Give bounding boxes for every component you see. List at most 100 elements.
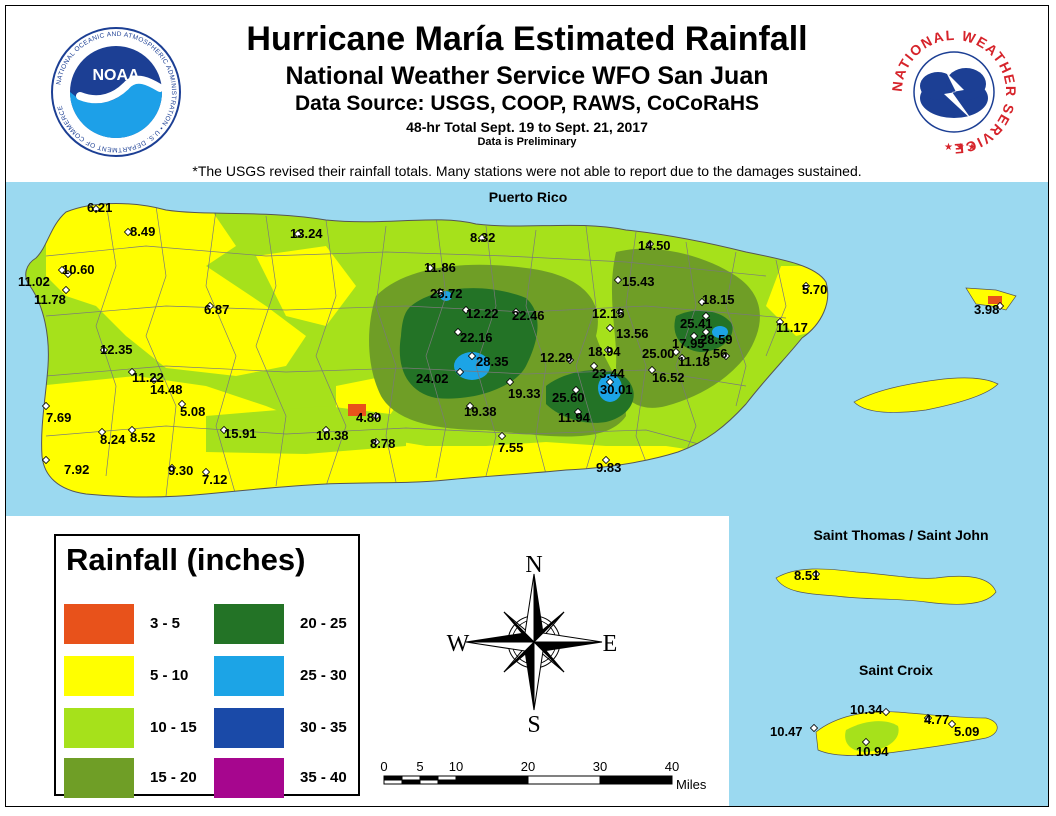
station-value: 14.48 (150, 382, 183, 397)
station-marker (701, 327, 711, 337)
station-value: 9.83 (596, 460, 621, 475)
station-value: 12.22 (466, 306, 499, 321)
station-marker (689, 331, 699, 341)
station-value: 12.35 (100, 342, 133, 357)
station-value: 9.30 (168, 463, 193, 478)
usgs-note: *The USGS revised their rainfall totals.… (192, 163, 862, 179)
station-markers (41, 204, 1005, 747)
station-marker (809, 723, 819, 733)
svg-text:★ ★ ★: ★ ★ ★ (944, 142, 976, 153)
legend-swatch (64, 708, 134, 748)
station-value: 10.34 (850, 702, 883, 717)
station-value: 14.50 (638, 238, 671, 253)
station-marker (565, 355, 575, 365)
station-value: 10.94 (856, 744, 889, 759)
station-marker (205, 301, 215, 311)
period-label: 48-hr Total Sept. 19 to Sept. 21, 2017 (406, 119, 648, 135)
station-value: 25.41 (680, 316, 713, 331)
station-marker (861, 737, 871, 747)
scale-tick-30: 30 (593, 759, 607, 774)
rainfall-map: 6.21 8.49 13.24 8.32 14.50 11.02 10.60 11.86 15.… (6, 182, 1048, 806)
scale-unit: Miles (676, 777, 707, 792)
legend-label: 15 - 20 (150, 769, 197, 786)
station-marker (811, 569, 821, 579)
legend-label: 3 - 5 (150, 615, 181, 632)
noaa-logo-text: NOAA (92, 67, 140, 84)
station-marker (947, 719, 957, 729)
station-value: 15.91 (224, 426, 257, 441)
legend-item-3-5: 3 - 5 (64, 604, 204, 644)
legend-swatch (214, 758, 284, 798)
station-value: 19.33 (508, 386, 541, 401)
legend-swatch (64, 656, 134, 696)
station-marker (123, 227, 133, 237)
station-value: 5.08 (180, 404, 205, 419)
compass-s: S (527, 712, 540, 736)
ocean-virgin-islands (729, 516, 1048, 806)
rainfall-legend: Rainfall (inches) 3 - 5 5 - 10 10 - 15 1… (54, 534, 360, 798)
station-marker (91, 204, 101, 214)
station-marker (435, 287, 445, 297)
station-marker (57, 265, 67, 275)
station-marker (453, 327, 463, 337)
station-value: 8.51 (794, 568, 819, 583)
station-marker (61, 285, 71, 295)
station-value: 11.17 (776, 320, 808, 335)
station-marker (671, 347, 681, 357)
label-st-thomas-st-john: Saint Thomas / Saint John (813, 527, 988, 543)
scale-tick-40: 40 (665, 759, 679, 774)
station-value: 30.01 (600, 382, 633, 397)
station-marker (881, 707, 891, 717)
station-marker (167, 463, 177, 473)
station-value: 11.22 (132, 370, 164, 385)
map-title: Hurricane María Estimated Rainfall (246, 20, 808, 58)
station-marker (511, 307, 521, 317)
legend-item-10-15: 10 - 15 (64, 708, 204, 748)
legend-label: 5 - 10 (150, 667, 189, 684)
scale-tick-5: 5 (416, 759, 423, 774)
compass-rose: N S E W (447, 552, 618, 736)
station-value: 15.43 (622, 274, 655, 289)
label-puerto-rico: Puerto Rico (489, 189, 568, 205)
station-value: 11.94 (558, 410, 591, 425)
station-marker (63, 269, 73, 279)
scale-tick-10: 10 (449, 759, 463, 774)
station-marker (465, 401, 475, 411)
station-marker (647, 365, 657, 375)
legend-label: 10 - 15 (150, 719, 197, 736)
station-marker (497, 431, 507, 441)
station-value: 19.38 (464, 404, 497, 419)
legend-label: 30 - 35 (300, 719, 347, 736)
station-value: 4.80 (356, 410, 381, 425)
station-marker (425, 263, 435, 273)
nws-logo: NATIONAL WEATHER SERVICE ★ ★ ★ (888, 26, 1020, 158)
station-value: 7.12 (202, 472, 227, 487)
station-value: 6.21 (87, 200, 112, 215)
station-marker (589, 361, 599, 371)
legend-item-15-20: 15 - 20 (64, 758, 204, 798)
legend-swatch (64, 604, 134, 644)
station-value: 11.78 (34, 292, 66, 307)
station-marker (601, 455, 611, 465)
station-value: 12.15 (592, 306, 625, 321)
station-marker (177, 399, 187, 409)
station-marker (645, 239, 655, 249)
station-value: 28.35 (476, 354, 509, 369)
station-marker (97, 427, 107, 437)
station-value: 11.18 (678, 354, 710, 369)
station-value: 10.47 (770, 724, 803, 739)
compass-e: E (603, 631, 618, 657)
station-marker (573, 407, 583, 417)
station-value: 25.00 (642, 346, 675, 361)
station-marker (995, 301, 1005, 311)
station-marker (127, 425, 137, 435)
station-marker (293, 229, 303, 239)
legend-swatch (64, 758, 134, 798)
station-marker (615, 307, 625, 317)
station-value: 13.24 (290, 226, 323, 241)
station-marker (461, 305, 471, 315)
compass-w: W (447, 631, 470, 657)
station-marker (371, 437, 381, 447)
station-marker (477, 233, 487, 243)
station-marker (605, 377, 615, 387)
